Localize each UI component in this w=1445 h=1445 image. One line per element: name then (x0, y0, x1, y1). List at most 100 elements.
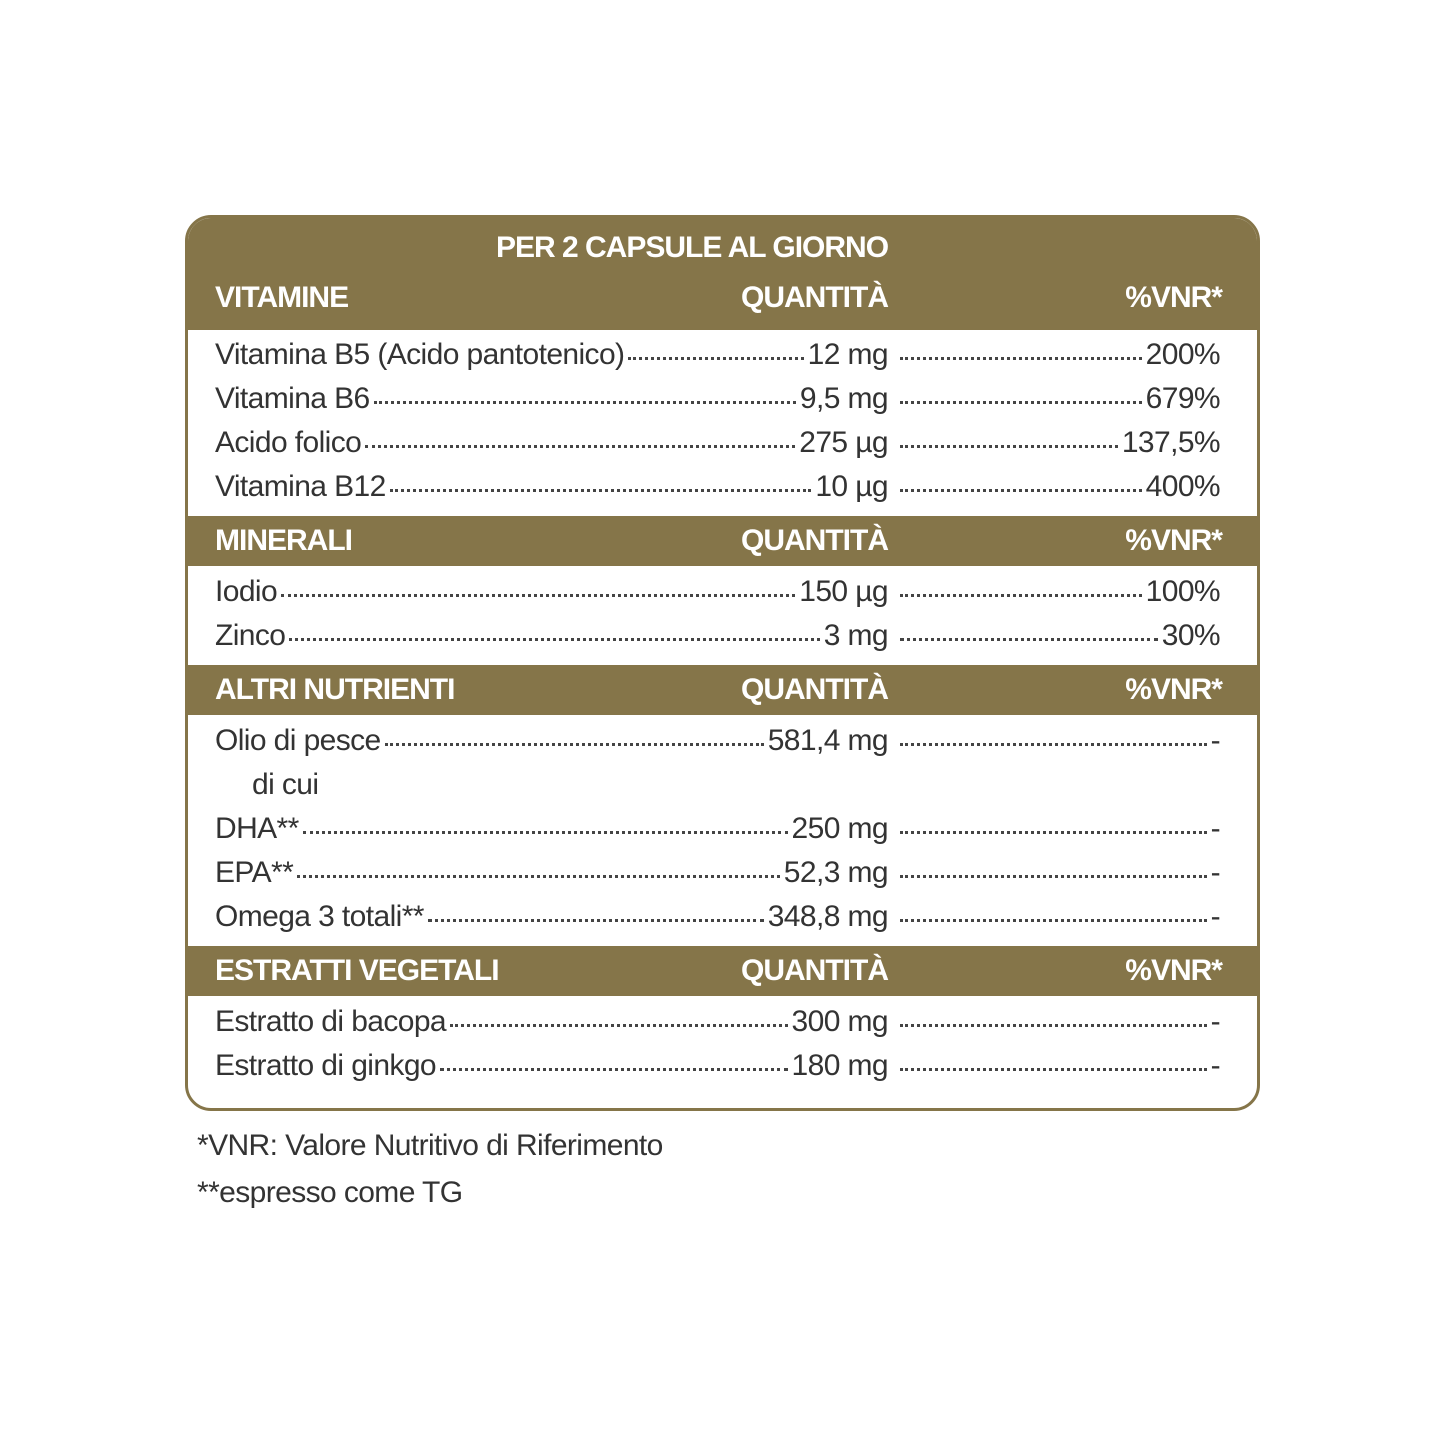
nutrient-name: Olio di pesce (215, 724, 381, 757)
section-band (188, 946, 1257, 996)
dot-leader (900, 357, 1142, 360)
row-vnr: 100% (900, 575, 1221, 608)
quantity: 581,4 mg (767, 724, 889, 757)
dot-leader (450, 1024, 788, 1027)
row-vnr: 137,5% (900, 426, 1221, 459)
vnr: 30% (1161, 619, 1221, 652)
row-vnr: - (900, 856, 1221, 889)
vnr-heading: %VNR* (1125, 524, 1223, 557)
section-band (188, 218, 1257, 330)
vnr: 400% (1145, 470, 1221, 503)
nutrient-name: Iodio (215, 575, 278, 608)
dot-leader (900, 594, 1142, 597)
quantity: 150 µg (799, 575, 888, 608)
nutrient-name: Vitamina B12 (215, 470, 386, 503)
nutrient-name: Estratto di ginkgo (215, 1049, 437, 1082)
dot-leader (900, 1068, 1207, 1071)
section-heading: ALTRI NUTRIENTI (215, 673, 455, 706)
dot-leader (289, 638, 820, 641)
row-vnr: - (900, 724, 1221, 757)
row-quantity: Omega 3 totali** 348,8 mg (215, 900, 889, 933)
nutrient-name: DHA** (215, 812, 299, 845)
nutrient-name: EPA** (215, 856, 294, 889)
vnr: - (1210, 1005, 1221, 1038)
footnote: *VNR: Valore Nutritivo di Riferimento (197, 1129, 663, 1162)
dot-leader (900, 638, 1158, 641)
quantity: 300 mg (791, 1005, 889, 1038)
vnr: 679% (1145, 382, 1221, 415)
row-vnr: 400% (900, 470, 1221, 503)
quantity-heading: QUANTITÀ (741, 524, 889, 557)
dot-leader (373, 401, 796, 404)
row-quantity: Olio di pesce 581,4 mg (215, 724, 889, 757)
row-vnr: - (900, 1005, 1221, 1038)
vnr: - (1210, 900, 1221, 933)
quantity-heading: QUANTITÀ (741, 954, 889, 987)
dot-leader (440, 1068, 788, 1071)
vnr: 137,5% (1121, 426, 1221, 459)
row-quantity: Estratto di ginkgo 180 mg (215, 1049, 889, 1082)
dot-leader (302, 831, 788, 834)
nutrition-table: PER 2 CAPSULE AL GIORNO VITAMINE QUANTITÀ%… (185, 215, 1260, 1111)
nutrient-name: Vitamina B5 (Acido pantotenico) (215, 338, 625, 371)
nutrient-name: Zinco (215, 619, 286, 652)
quantity: 10 µg (815, 470, 888, 503)
row-vnr: 200% (900, 338, 1221, 371)
row-vnr: - (900, 1051, 1221, 1081)
section-band (188, 665, 1257, 715)
row-vnr: - (900, 814, 1221, 844)
row-vnr: 679% (900, 382, 1221, 415)
dot-leader (281, 594, 796, 597)
row-quantity: Zinco 3 mg (215, 619, 889, 652)
dot-leader (900, 1024, 1207, 1027)
dot-leader (900, 401, 1142, 404)
row-quantity: EPA** 52,3 mg (215, 856, 889, 889)
dot-leader (365, 445, 796, 448)
vnr: - (1210, 724, 1221, 757)
dot-leader (900, 489, 1142, 492)
row-quantity: Vitamina B5 (Acido pantotenico) 12 mg (215, 338, 889, 371)
quantity: 250 mg (791, 812, 889, 845)
quantity: 12 mg (807, 338, 889, 371)
vnr: 100% (1145, 575, 1221, 608)
dot-leader (900, 919, 1207, 922)
row-vnr: 30% (900, 619, 1221, 652)
nutrient-name: Omega 3 totali** (215, 900, 424, 933)
vnr: 200% (1145, 338, 1221, 371)
vnr-heading: %VNR* (1125, 281, 1223, 314)
quantity: 3 mg (823, 619, 889, 652)
dot-leader (297, 875, 780, 878)
quantity-heading: QUANTITÀ (741, 281, 889, 314)
section-band (188, 516, 1257, 566)
row-quantity: Iodio 150 µg (215, 575, 889, 608)
nutrient-name: Vitamina B6 (215, 382, 370, 415)
vnr-heading: %VNR* (1125, 954, 1223, 987)
row-quantity: Acido folico 275 µg (215, 426, 889, 459)
vnr-heading: %VNR* (1125, 673, 1223, 706)
quantity: 275 µg (799, 426, 888, 459)
quantity: 180 mg (791, 1049, 889, 1082)
row-subnote: di cui (252, 768, 319, 801)
dot-leader (900, 831, 1207, 834)
quantity: 52,3 mg (783, 856, 889, 889)
nutrient-name: Acido folico (215, 426, 362, 459)
row-quantity: Vitamina B6 9,5 mg (215, 382, 889, 415)
dot-leader (427, 919, 764, 922)
row-quantity: Estratto di bacopa 300 mg (215, 1005, 889, 1038)
row-vnr: - (900, 900, 1221, 933)
quantity: 9,5 mg (799, 382, 889, 415)
footnote: **espresso come TG (197, 1176, 463, 1209)
vnr: - (1210, 856, 1221, 889)
quantity-heading: QUANTITÀ (741, 673, 889, 706)
dot-leader (900, 875, 1207, 878)
dot-leader (389, 489, 812, 492)
section-heading: VITAMINE (215, 281, 349, 314)
row-quantity: DHA** 250 mg (215, 812, 889, 845)
dot-leader (900, 445, 1118, 448)
dot-leader (628, 357, 804, 360)
table-title: PER 2 CAPSULE AL GIORNO (495, 231, 889, 264)
dot-leader (900, 743, 1207, 746)
dot-leader (384, 743, 764, 746)
section-heading: ESTRATTI VEGETALI (215, 954, 500, 987)
